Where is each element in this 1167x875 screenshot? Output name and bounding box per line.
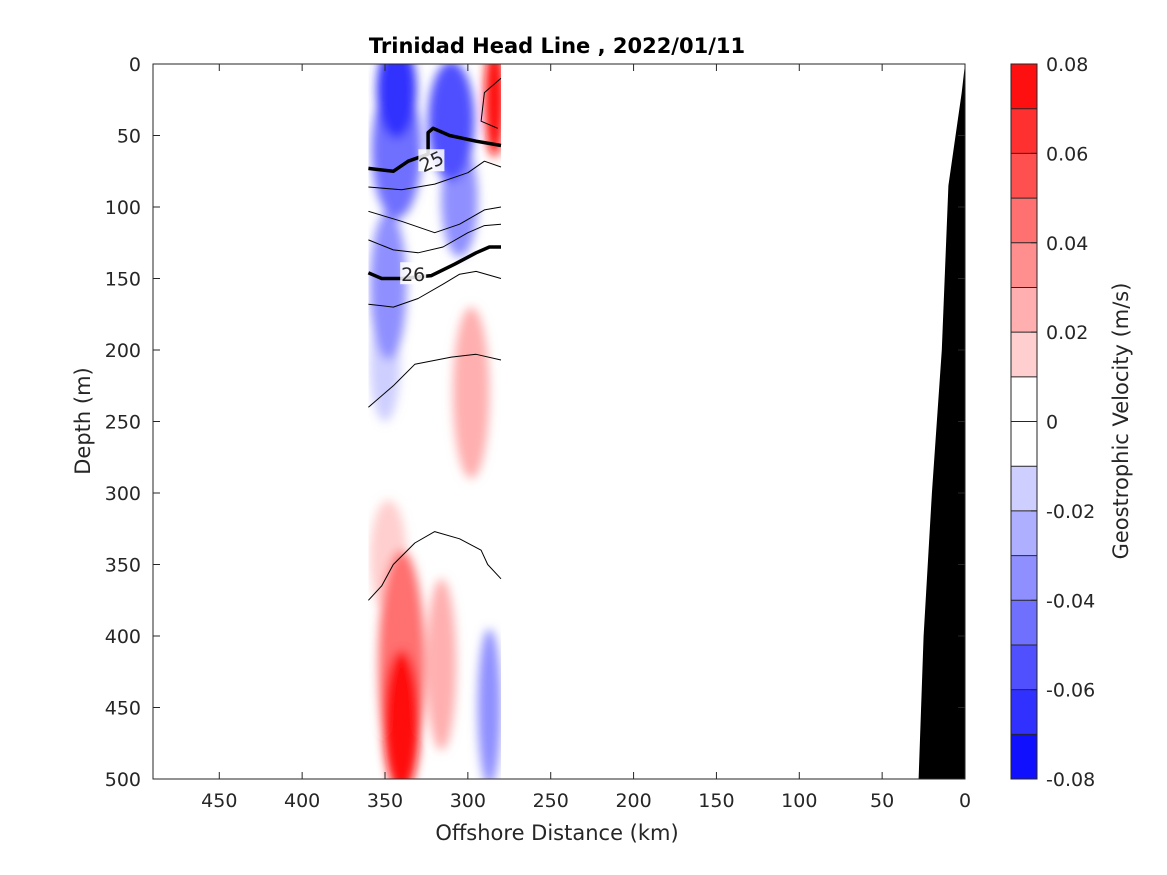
x-tick-label: 350 [367, 790, 403, 812]
colorbar-swatch [1011, 376, 1037, 422]
x-tick-label: 400 [284, 790, 320, 812]
y-tick-label: 100 [105, 197, 141, 219]
isopycnal-bold [367, 245, 501, 281]
x-tick-label: 250 [533, 790, 569, 812]
x-tick-label: 50 [870, 790, 894, 812]
colorbar-tick-label: 0 [1046, 412, 1058, 434]
x-tick-label: 100 [781, 790, 817, 812]
y-tick-label: 250 [105, 412, 141, 434]
colorbar-swatch [1011, 555, 1037, 601]
x-tick-label: 200 [615, 790, 651, 812]
velocity-cell [383, 650, 420, 779]
colorbar-tick-label: -0.02 [1046, 501, 1095, 523]
colorbar: 0.08 0.06 0.04 0.02 0 -0.02 -0.04 -0.06 -0.08 [1010, 54, 1095, 791]
colorbar-swatch [1011, 198, 1037, 243]
colorbar-swatch [1011, 466, 1037, 511]
isopycnal [480, 77, 502, 129]
colorbar-swatch [1011, 64, 1037, 109]
velocity-cell [370, 211, 407, 361]
x-tick-label: 300 [450, 790, 486, 812]
plot-background [153, 64, 965, 779]
y-tick-label: 150 [105, 269, 141, 291]
colorbar-tick-label: 0.06 [1046, 143, 1088, 165]
y-tick-label: 500 [105, 769, 141, 791]
y-tick-label: 200 [105, 340, 141, 362]
contour-label-bg [400, 262, 427, 285]
colorbar-swatch [1011, 689, 1037, 735]
contour-label-bg [418, 149, 445, 172]
colorbar-swatch [1011, 153, 1037, 199]
y-axis-ticks: 0 50 100 150 200 250 300 350 400 450 500 [105, 54, 965, 791]
colorbar-swatch [1011, 332, 1037, 377]
colorbar-tick-label: 0.04 [1046, 233, 1088, 255]
y-tick-label: 300 [105, 483, 141, 505]
x-axis-label: Offshore Distance (km) [435, 821, 678, 845]
y-axis-label: Depth (m) [71, 367, 95, 474]
colorbar-swatch [1011, 421, 1037, 467]
chart-title: Trinidad Head Line , 2022/01/11 [369, 34, 745, 58]
isopycnal [368, 206, 502, 234]
colorbar-swatch [1011, 510, 1037, 556]
colorbar-swatch [1011, 600, 1037, 645]
isopycnal [368, 531, 502, 601]
y-tick-label: 350 [105, 555, 141, 577]
y-tick-label: 450 [105, 698, 141, 720]
isopycnal [368, 353, 502, 408]
x-tick-label: 450 [201, 790, 237, 812]
velocity-cell [426, 578, 457, 751]
y-tick-label: 50 [117, 126, 141, 148]
velocity-field [370, 64, 501, 779]
y-tick-label: 0 [129, 54, 141, 76]
colorbar-swatch [1011, 734, 1037, 779]
x-tick-label: 0 [959, 790, 971, 812]
isopycnal [368, 270, 502, 308]
velocity-cell [477, 628, 501, 779]
velocity-cell [484, 64, 501, 157]
colorbar-tick-label: 0.02 [1046, 322, 1088, 344]
y-tick-label: 400 [105, 626, 141, 648]
colorbar-swatch [1011, 644, 1037, 690]
colorbar-tick-label: 0.08 [1046, 54, 1088, 76]
isopycnal-bold [368, 126, 502, 174]
colorbar-swatch [1011, 108, 1037, 154]
colorbar-tick-label: -0.08 [1046, 769, 1095, 791]
colorbar-tick-label: -0.04 [1046, 590, 1095, 612]
x-axis-ticks: 450 400 350 300 250 200 150 100 50 0 [201, 64, 971, 812]
contour-label: 26 [401, 264, 425, 286]
colorbar-label: Geostrophic Velocity (m/s) [1109, 283, 1133, 560]
bathymetry-fill [918, 64, 965, 779]
isopycnal [368, 223, 502, 254]
x-tick-label: 150 [698, 790, 734, 812]
velocity-cell [376, 64, 417, 139]
colorbar-tick-label: -0.06 [1046, 680, 1095, 702]
isopycnal [368, 160, 502, 191]
colorbar-swatch [1011, 287, 1037, 333]
colorbar-swatch [1011, 242, 1037, 288]
velocity-cell [452, 307, 490, 479]
